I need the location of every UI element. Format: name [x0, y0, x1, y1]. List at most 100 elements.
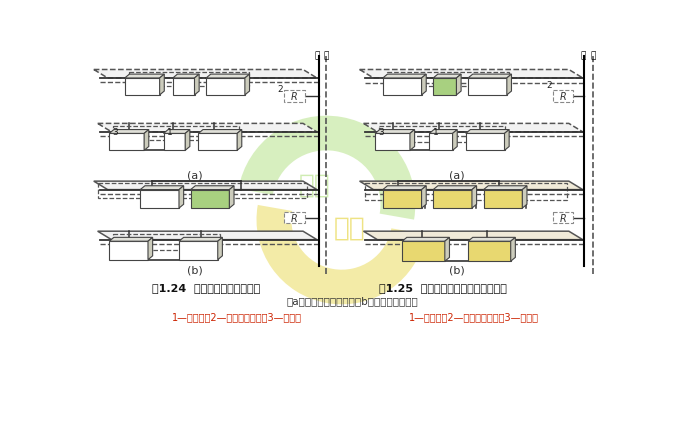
- Text: 回: 回: [590, 51, 596, 60]
- Text: 3: 3: [113, 127, 118, 136]
- Text: 1—温控阀；2—户内热力入口；3—散热器: 1—温控阀；2—户内热力入口；3—散热器: [172, 311, 302, 321]
- Polygon shape: [363, 124, 583, 132]
- Polygon shape: [109, 242, 148, 260]
- Text: (a): (a): [449, 170, 464, 181]
- Polygon shape: [217, 238, 222, 260]
- Polygon shape: [402, 242, 445, 262]
- Polygon shape: [179, 238, 222, 242]
- Polygon shape: [468, 242, 510, 262]
- Polygon shape: [468, 238, 515, 242]
- Polygon shape: [504, 130, 509, 151]
- Polygon shape: [160, 75, 164, 96]
- Polygon shape: [522, 186, 527, 209]
- Polygon shape: [456, 75, 461, 96]
- Polygon shape: [422, 75, 427, 96]
- Polygon shape: [206, 75, 250, 79]
- Polygon shape: [144, 130, 149, 151]
- Polygon shape: [173, 75, 199, 79]
- Polygon shape: [179, 242, 217, 260]
- Text: 图1.24  上分式双管系统示意图: 图1.24 上分式双管系统示意图: [152, 283, 260, 293]
- Polygon shape: [109, 134, 144, 151]
- Polygon shape: [383, 186, 427, 190]
- Polygon shape: [429, 130, 458, 134]
- Text: R: R: [559, 92, 566, 102]
- Polygon shape: [363, 232, 583, 240]
- Polygon shape: [383, 75, 427, 79]
- Text: 族通: 族通: [334, 215, 365, 241]
- Text: 1: 1: [433, 127, 438, 136]
- Polygon shape: [429, 134, 453, 151]
- Polygon shape: [109, 130, 149, 134]
- Polygon shape: [433, 186, 477, 190]
- Polygon shape: [191, 190, 229, 209]
- Text: (b): (b): [186, 265, 202, 275]
- Polygon shape: [198, 134, 237, 151]
- Polygon shape: [140, 190, 179, 209]
- Polygon shape: [206, 79, 245, 96]
- Polygon shape: [125, 75, 164, 79]
- Polygon shape: [433, 190, 472, 209]
- Polygon shape: [191, 186, 234, 190]
- Polygon shape: [140, 186, 184, 190]
- Polygon shape: [195, 75, 199, 96]
- Text: 供: 供: [314, 51, 320, 60]
- Polygon shape: [94, 182, 317, 190]
- Polygon shape: [229, 186, 234, 209]
- Wedge shape: [239, 116, 416, 220]
- Polygon shape: [164, 130, 190, 134]
- Text: 2: 2: [547, 81, 552, 89]
- Text: (b): (b): [449, 265, 464, 275]
- Polygon shape: [422, 186, 427, 209]
- Polygon shape: [410, 130, 415, 151]
- Polygon shape: [164, 134, 185, 151]
- Text: 2: 2: [277, 85, 283, 94]
- Polygon shape: [472, 186, 477, 209]
- Polygon shape: [198, 130, 241, 134]
- Text: R: R: [291, 213, 298, 223]
- Wedge shape: [257, 205, 426, 305]
- Polygon shape: [466, 130, 509, 134]
- Polygon shape: [510, 238, 515, 262]
- Polygon shape: [179, 186, 184, 209]
- Polygon shape: [433, 79, 456, 96]
- Polygon shape: [98, 232, 317, 240]
- Polygon shape: [484, 186, 527, 190]
- Polygon shape: [185, 130, 190, 151]
- Polygon shape: [552, 213, 572, 224]
- Polygon shape: [375, 130, 415, 134]
- Polygon shape: [453, 130, 458, 151]
- Text: (a): (a): [186, 170, 202, 181]
- Polygon shape: [173, 79, 195, 96]
- Polygon shape: [402, 238, 449, 242]
- Text: 供: 供: [580, 51, 585, 60]
- Polygon shape: [433, 75, 461, 79]
- Polygon shape: [383, 79, 422, 96]
- Polygon shape: [507, 75, 511, 96]
- Polygon shape: [468, 79, 507, 96]
- Polygon shape: [94, 70, 317, 79]
- Polygon shape: [284, 91, 305, 103]
- Polygon shape: [484, 190, 522, 209]
- Polygon shape: [375, 134, 410, 151]
- Polygon shape: [466, 134, 504, 151]
- Polygon shape: [445, 238, 449, 262]
- Text: （a）双管异程式系统；（b）双管同程式系统: （a）双管异程式系统；（b）双管同程式系统: [287, 296, 418, 306]
- Polygon shape: [237, 130, 241, 151]
- Polygon shape: [552, 91, 572, 103]
- Polygon shape: [125, 79, 160, 96]
- Text: 3: 3: [378, 127, 384, 136]
- Text: 回: 回: [323, 51, 329, 60]
- Polygon shape: [109, 238, 153, 242]
- Text: R: R: [291, 92, 298, 102]
- Polygon shape: [284, 213, 305, 224]
- Text: 1—温控阀；2—户内热力入口；3—散热器: 1—温控阀；2—户内热力入口；3—散热器: [409, 311, 539, 321]
- Text: 1: 1: [166, 127, 173, 136]
- Polygon shape: [245, 75, 250, 96]
- Polygon shape: [383, 190, 422, 209]
- Polygon shape: [98, 124, 317, 132]
- Text: 家暖: 家暖: [299, 173, 330, 199]
- Polygon shape: [360, 182, 583, 190]
- Text: R: R: [559, 213, 566, 223]
- Polygon shape: [360, 70, 583, 79]
- Polygon shape: [148, 238, 153, 260]
